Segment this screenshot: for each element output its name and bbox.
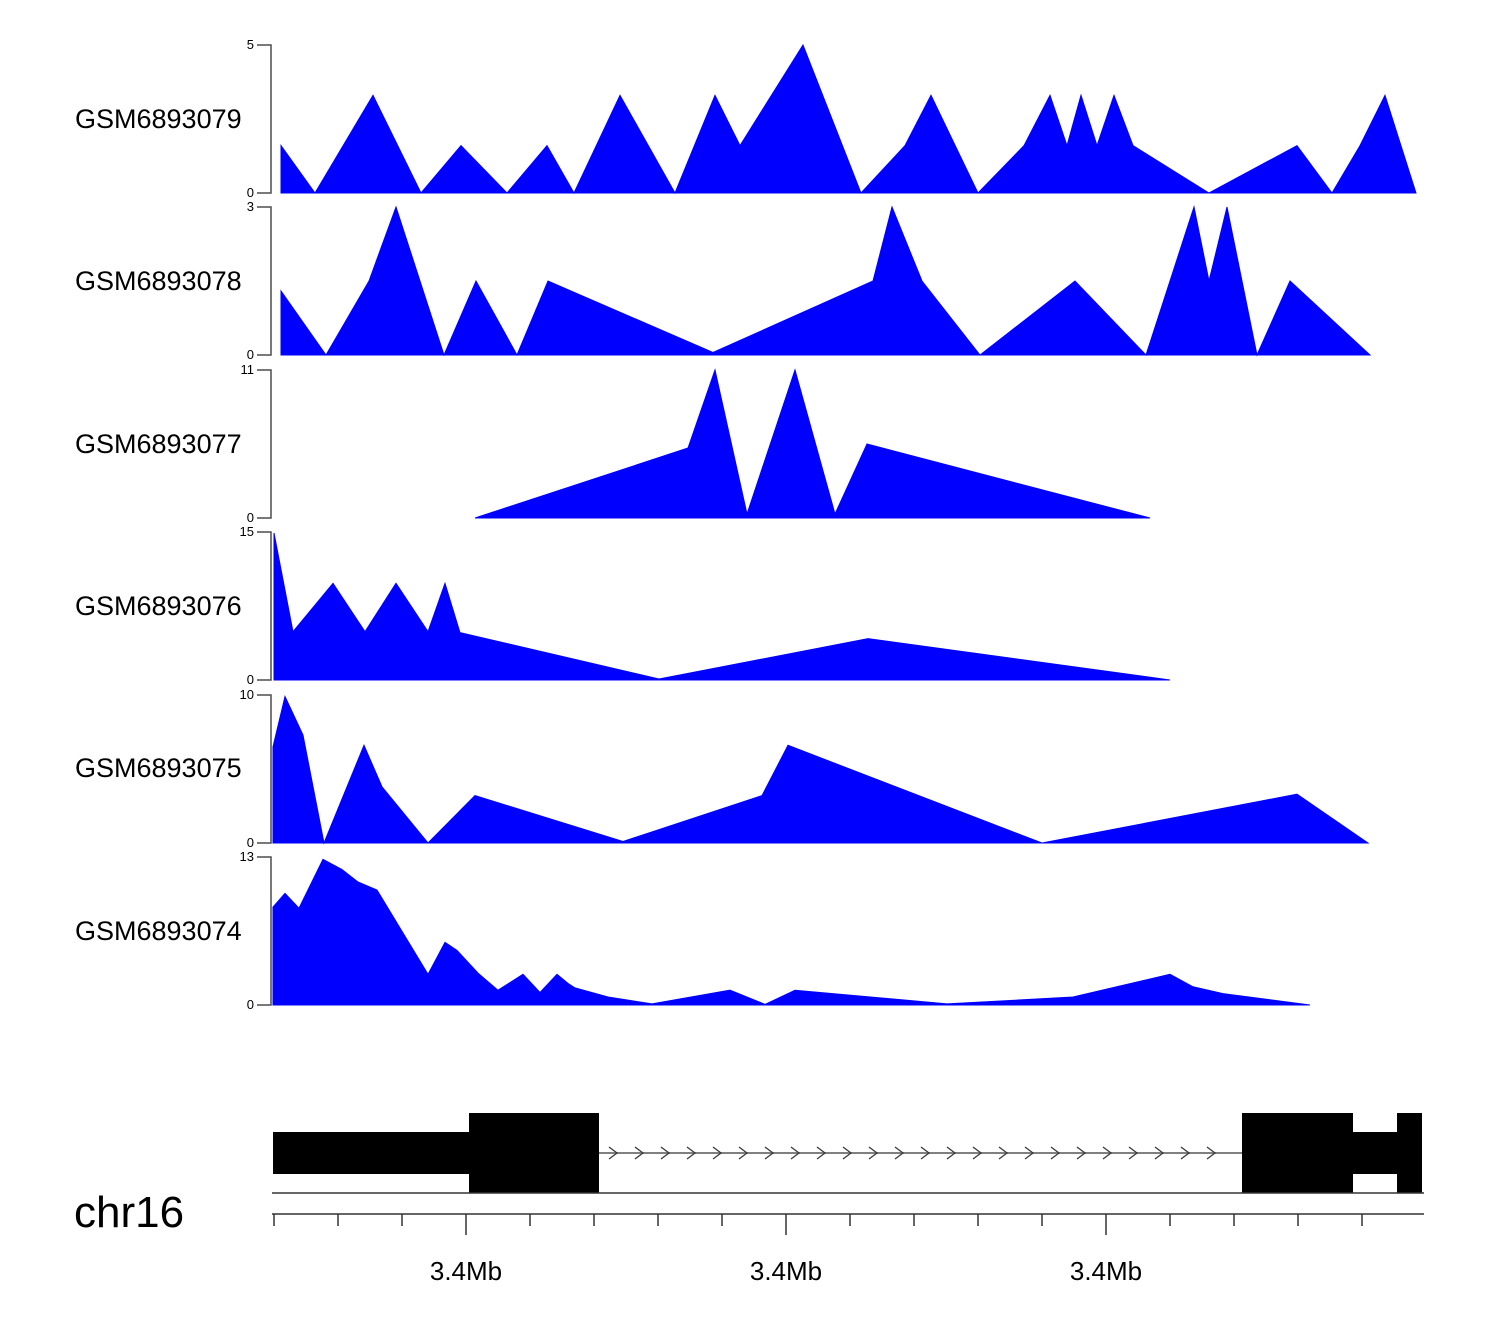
strand-arrow-icon [1024,1146,1035,1160]
coverage-area-track-2 [280,205,1372,357]
strand-arrow-icon [764,1146,775,1160]
gene-cds-block-2 [469,1113,599,1193]
strand-arrow-icon [1180,1146,1191,1160]
y-axis-bracket-track-1 [257,44,272,194]
y-axis-min-label-track-5: 0 [246,835,254,850]
y-axis-min-label-track-3: 0 [246,510,254,525]
y-axis-bracket-track-5 [257,694,272,844]
strand-arrow-icon [686,1146,697,1160]
genome-axis-label-3: 3.4Mb [1069,1256,1143,1286]
track-label-4: GSM6893076 [75,591,242,621]
strand-arrow-icon [608,1146,619,1160]
genome-axis-label-2: 3.4Mb [749,1256,823,1286]
y-axis-min-label-track-6: 0 [246,997,254,1012]
strand-arrow-icon [868,1146,879,1160]
strand-arrow-icon [1050,1146,1061,1160]
y-axis-max-label-track-5: 10 [239,687,254,702]
genome-axis-label-1: 3.4Mb [429,1256,503,1286]
strand-arrow-icon [660,1146,671,1160]
track-label-2: GSM6893078 [75,266,242,296]
strand-arrow-icon [920,1146,931,1160]
gene-utr-block-1 [273,1132,469,1174]
coverage-area-track-1 [280,43,1417,195]
y-axis-min-label-track-2: 0 [246,347,254,362]
coverage-area-track-4 [273,532,1171,681]
gene-utr-block-4 [1353,1132,1397,1174]
gene-cds-block-5 [1397,1113,1422,1193]
track-label-5: GSM6893075 [75,753,242,783]
gene-cds-block-3 [1242,1113,1353,1193]
y-axis-min-label-track-1: 0 [246,185,254,200]
strand-arrow-icon [894,1146,905,1160]
strand-arrow-icon [1128,1146,1139,1160]
strand-arrow-icon [998,1146,1009,1160]
y-axis-min-label-track-4: 0 [246,672,254,687]
strand-arrow-icon [1076,1146,1087,1160]
strand-arrow-icon [634,1146,645,1160]
track-label-3: GSM6893077 [75,429,242,459]
strand-arrow-icon [738,1146,749,1160]
strand-arrow-icon [972,1146,983,1160]
chromosome-label: chr16 [74,1188,185,1237]
coverage-area-track-3 [474,368,1151,519]
strand-arrow-icon [816,1146,827,1160]
y-axis-bracket-track-4 [257,531,272,681]
track-label-6: GSM6893074 [75,916,242,946]
strand-arrow-icon [712,1146,723,1160]
strand-arrow-icon [790,1146,801,1160]
y-axis-bracket-track-3 [257,369,272,519]
track-label-1: GSM6893079 [75,104,242,134]
y-axis-max-label-track-2: 3 [246,199,254,214]
coverage-area-track-5 [272,694,1370,845]
strand-arrow-icon [1154,1146,1165,1160]
strand-arrow-icon [842,1146,853,1160]
y-axis-bracket-track-6 [257,856,272,1006]
y-axis-max-label-track-1: 5 [246,37,254,52]
strand-arrow-icon [1206,1146,1217,1160]
coverage-area-track-6 [272,858,1311,1006]
y-axis-max-label-track-3: 11 [240,362,255,377]
y-axis-max-label-track-6: 13 [239,849,254,864]
strand-arrow-icon [946,1146,957,1160]
y-axis-max-label-track-4: 15 [239,524,254,539]
y-axis-bracket-track-2 [257,206,272,356]
strand-arrow-icon [1102,1146,1113,1160]
